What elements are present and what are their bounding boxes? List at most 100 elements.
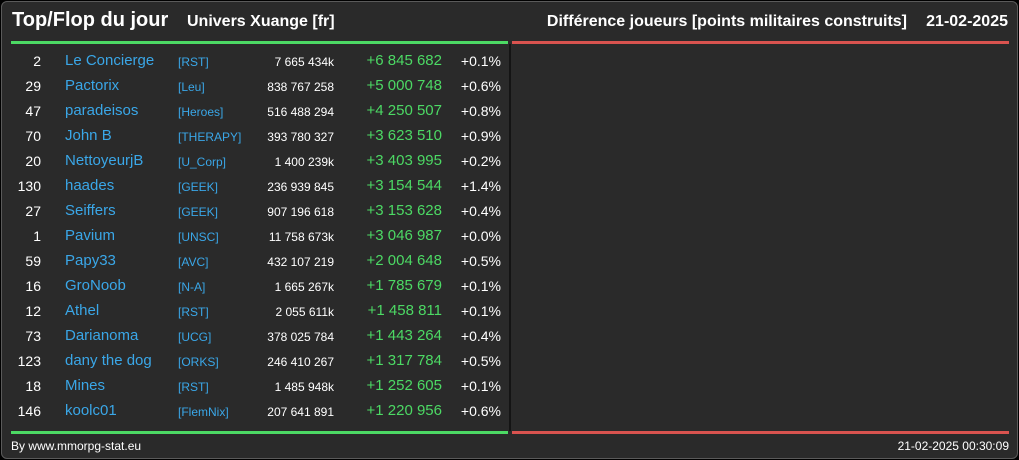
alliance-tag-link[interactable]: [N-A] [178, 280, 206, 294]
points-difference: +5 000 748 [366, 77, 443, 94]
date-label: 21-02-2025 [926, 13, 1008, 30]
player-rank: 59 [25, 253, 41, 269]
percent-change: +0.0% [460, 228, 501, 244]
percent-change: +0.1% [460, 278, 501, 294]
player-name-link[interactable]: Pactorix [65, 77, 120, 94]
alliance-tag-link[interactable]: [U_Corp] [178, 155, 227, 169]
player-rank: 20 [25, 153, 41, 169]
player-name-link[interactable]: Le Concierge [65, 52, 155, 69]
page-title: Top/Flop du jour [12, 9, 169, 31]
player-points: 236 939 845 [267, 180, 334, 194]
top-divider-green [11, 41, 508, 44]
player-points: 2 055 611k [275, 305, 335, 319]
table-row: 47 paradeisos [Heroes] 516 488 294 +4 250 50… [11, 99, 508, 124]
player-points: 516 488 294 [267, 105, 334, 119]
player-name-link[interactable]: NettoyeurjB [65, 152, 144, 169]
percent-change: +1.4% [460, 178, 501, 194]
column-divider [509, 44, 511, 431]
table-row: 18 Mines [RST] 1 485 948k +1 252 605 +0.1% [11, 374, 508, 399]
alliance-tag-link[interactable]: [UNSC] [178, 230, 219, 244]
player-name-link[interactable]: Seiffers [65, 202, 116, 219]
percent-change: +0.1% [460, 53, 501, 69]
player-name-link[interactable]: Darianoma [65, 327, 139, 344]
alliance-tag-link[interactable]: [ORKS] [178, 355, 219, 369]
player-points: 907 196 618 [267, 205, 334, 219]
player-name-link[interactable]: koolc01 [65, 402, 117, 419]
player-points: 1 665 267k [274, 280, 334, 294]
player-name-link[interactable]: Papy33 [65, 252, 116, 269]
alliance-tag-link[interactable]: [UCG] [178, 330, 212, 344]
points-difference: +3 153 628 [366, 202, 443, 219]
percent-change: +0.5% [460, 353, 501, 369]
player-rank: 146 [17, 403, 41, 419]
points-difference: +3 046 987 [366, 227, 443, 244]
player-name-link[interactable]: Pavium [65, 227, 116, 244]
source-label: By www.mmorpg-stat.eu [11, 439, 142, 453]
player-rank: 29 [25, 78, 41, 94]
player-points: 11 758 673k [268, 230, 334, 244]
table-row: 130 haades [GEEK] 236 939 845 +3 154 544 +1.4… [11, 174, 508, 199]
table-row: 16 GroNoob [N-A] 1 665 267k +1 785 679 +0.1% [11, 274, 508, 299]
table-row: 29 Pactorix [Leu] 838 767 258 +5 000 748 +0.6… [11, 74, 508, 99]
player-points: 378 025 784 [267, 330, 334, 344]
alliance-tag-link[interactable]: [RST] [178, 380, 209, 394]
points-difference: +1 317 784 [366, 352, 443, 369]
percent-change: +0.2% [460, 153, 501, 169]
player-name-link[interactable]: paradeisos [65, 102, 139, 119]
table-row: 12 Athel [RST] 2 055 611k +1 458 811 +0.1% [11, 299, 508, 324]
bottom-divider-green [11, 431, 508, 434]
alliance-tag-link[interactable]: [FlemNix] [178, 405, 229, 419]
player-name-link[interactable]: GroNoob [65, 277, 126, 294]
table-row: 2 Le Concierge [RST] 7 665 434k +6 845 682 +0… [11, 49, 508, 74]
percent-change: +0.1% [460, 378, 501, 394]
player-rank: 12 [25, 303, 41, 319]
alliance-tag-link[interactable]: [AVC] [178, 255, 209, 269]
percent-change: +0.1% [460, 303, 501, 319]
points-difference: +6 845 682 [366, 52, 443, 69]
alliance-tag-link[interactable]: [RST] [178, 305, 209, 319]
player-name-link[interactable]: Athel [65, 302, 100, 319]
percent-change: +0.4% [460, 203, 501, 219]
alliance-tag-link[interactable]: [RST] [178, 55, 209, 69]
table-row: 59 Papy33 [AVC] 432 107 219 +2 004 648 +0.5% [11, 249, 508, 274]
player-rank: 73 [25, 328, 41, 344]
bottom-divider-red [512, 431, 1009, 434]
alliance-tag-link[interactable]: [GEEK] [178, 205, 219, 219]
points-difference: +2 004 648 [366, 252, 443, 269]
player-points: 393 780 327 [267, 130, 334, 144]
percent-change: +0.5% [460, 253, 501, 269]
player-points: 1 485 948k [274, 380, 334, 394]
player-points: 207 641 891 [267, 405, 334, 419]
header: Top/Flop du jour Univers Xuange [fr] Dif… [2, 2, 1017, 42]
alliance-tag-link[interactable]: [Heroes] [178, 105, 224, 119]
table-row: 146 koolc01 [FlemNix] 207 641 891 +1 220 956… [11, 399, 508, 424]
percent-change: +0.6% [460, 403, 501, 419]
table-row: 70 John B [THERAPY] 393 780 327 +3 623 510 +0… [11, 124, 508, 149]
table-row: 27 Seiffers [GEEK] 907 196 618 +3 153 628 +0.… [11, 199, 508, 224]
player-rank: 18 [25, 378, 41, 394]
timestamp-label: 21-02-2025 00:30:09 [897, 439, 1009, 453]
player-points: 432 107 219 [267, 255, 334, 269]
table-row: 123 dany the dog [ORKS] 246 410 267 +1 317 7… [11, 349, 508, 374]
alliance-tag-link[interactable]: [THERAPY] [178, 130, 242, 144]
player-rank: 16 [25, 278, 41, 294]
player-name-link[interactable]: Mines [65, 377, 106, 394]
alliance-tag-link[interactable]: [Leu] [178, 80, 205, 94]
player-rank: 123 [17, 353, 41, 369]
top-players-list: 2 Le Concierge [RST] 7 665 434k +6 845 682 +0… [11, 49, 508, 424]
percent-change: +0.9% [460, 128, 501, 144]
points-difference: +3 403 995 [366, 152, 443, 169]
universe-label: Univers Xuange [fr] [187, 13, 335, 30]
player-rank: 70 [25, 128, 41, 144]
points-difference: +3 623 510 [366, 127, 443, 144]
points-difference: +1 458 811 [367, 302, 442, 319]
table-row: 20 NettoyeurjB [U_Corp] 1 400 239k +3 403 99… [11, 149, 508, 174]
player-name-link[interactable]: haades [65, 177, 115, 194]
player-name-link[interactable]: dany the dog [65, 352, 152, 369]
table-row: 73 Darianoma [UCG] 378 025 784 +1 443 264 +0.… [11, 324, 508, 349]
alliance-tag-link[interactable]: [GEEK] [178, 180, 219, 194]
player-name-link[interactable]: John B [65, 127, 112, 144]
percent-change: +0.4% [460, 328, 501, 344]
points-difference: +4 250 507 [366, 102, 443, 119]
